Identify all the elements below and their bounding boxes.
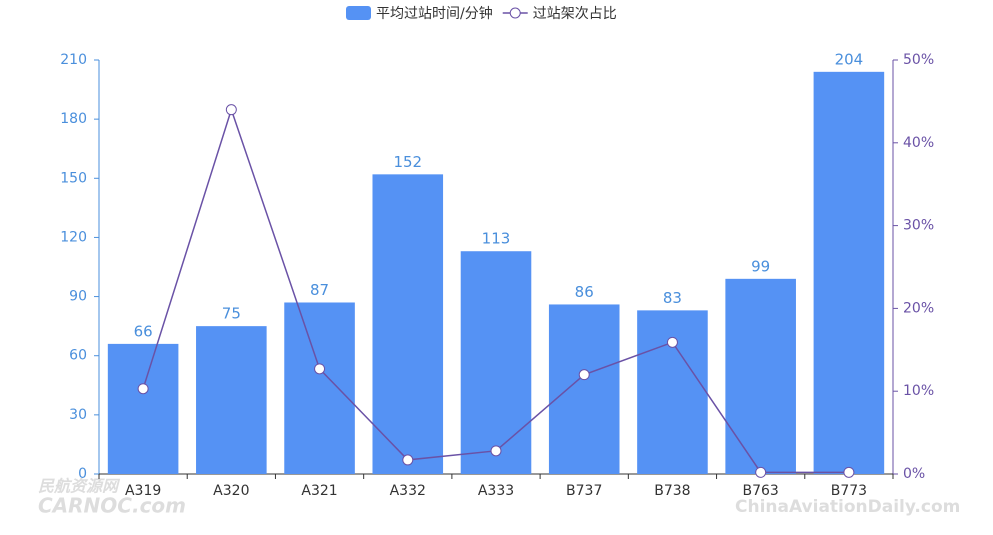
x-tick-label: A319 — [125, 483, 161, 499]
bar-value-label: 86 — [575, 283, 594, 301]
x-tick-label: B773 — [831, 483, 867, 499]
line-point — [314, 363, 326, 375]
bar-value-label: 204 — [835, 50, 864, 68]
y-tick-label: 30 — [69, 407, 87, 423]
watermark: ChinaAviationDaily.com — [735, 497, 960, 517]
line-point — [843, 466, 855, 478]
y-tick-label: 90 — [69, 289, 87, 305]
legend-swatch — [509, 7, 521, 19]
y2-tick-label: 40% — [903, 135, 934, 151]
line-point — [137, 383, 149, 395]
bar — [637, 310, 708, 474]
y2-tick-label: 10% — [903, 383, 934, 399]
y2-tick-label: 20% — [903, 300, 934, 316]
bar-value-label: 87 — [310, 281, 329, 299]
bar — [725, 278, 796, 474]
y-tick-label: 150 — [60, 170, 87, 186]
bar-value-label: 113 — [482, 230, 511, 248]
y2-tick-label: 0% — [903, 466, 925, 482]
bar-value-label: 83 — [663, 289, 682, 307]
y-tick-label: 60 — [69, 348, 87, 364]
y2-tick-label: 50% — [903, 52, 934, 68]
y-tick-label: 180 — [60, 111, 87, 127]
line-point — [225, 104, 237, 116]
legend-label: 过站架次占比 — [533, 6, 617, 22]
bar-value-label: 99 — [751, 257, 770, 275]
bar — [284, 302, 355, 474]
x-tick-label: A333 — [478, 483, 514, 499]
y-tick-label: 120 — [60, 229, 87, 245]
x-tick-label: A320 — [213, 483, 249, 499]
x-tick-label: A321 — [301, 483, 337, 499]
line-point — [490, 445, 502, 457]
legend-swatch — [346, 6, 371, 20]
x-tick-label: A332 — [390, 483, 426, 499]
watermark: 民航资源网 — [38, 477, 121, 496]
bar — [460, 251, 532, 474]
bar-value-label: 75 — [222, 305, 241, 323]
line-point — [578, 369, 590, 381]
legend-label: 平均过站时间/分钟 — [376, 5, 493, 22]
y-tick-label: 0 — [78, 466, 87, 482]
bar-value-label: 152 — [393, 153, 422, 171]
bar — [813, 71, 885, 474]
watermark: CARNOC.com — [38, 494, 186, 518]
line-point — [755, 466, 767, 478]
bar — [548, 304, 620, 474]
x-tick-label: B763 — [743, 483, 779, 499]
y2-tick-label: 30% — [903, 218, 934, 234]
line-point — [666, 336, 678, 348]
bar — [196, 326, 267, 474]
bar — [107, 343, 179, 474]
y-tick-label: 210 — [60, 52, 87, 68]
bar-value-label: 66 — [134, 322, 153, 340]
line-point — [402, 454, 414, 466]
x-tick-label: B738 — [654, 483, 690, 499]
bar — [372, 174, 444, 475]
x-tick-label: B737 — [566, 483, 602, 499]
